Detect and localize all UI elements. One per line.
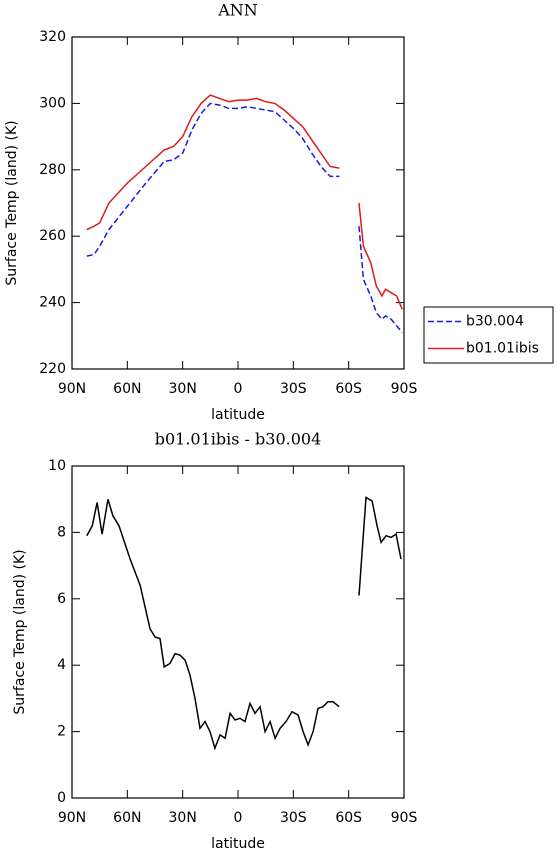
y-tick-label: 300: [39, 95, 66, 111]
x-tick-label: 30S: [280, 810, 307, 826]
x-tick-label: 60N: [113, 810, 141, 826]
y-tick-label: 10: [48, 458, 66, 474]
x-tick-label: 90N: [58, 381, 86, 397]
plot-frame: [71, 36, 405, 370]
y-tick-label: 2: [57, 724, 66, 740]
y-axis-label: Surface Temp (land) (K): [4, 120, 20, 285]
x-tick-label: 30N: [169, 381, 197, 397]
chart-title: ANN: [217, 1, 258, 20]
y-tick-label: 240: [39, 295, 66, 311]
y-tick-label: 260: [39, 228, 66, 244]
x-tick-label: 30S: [280, 381, 307, 397]
chart-title: b01.01ibis - b30.004: [155, 430, 322, 449]
y-axis-label: Surface Temp (land) (K): [12, 549, 28, 714]
x-tick-label: 90S: [391, 810, 418, 826]
data-line: [86, 496, 402, 751]
y-tick-label: 4: [57, 657, 66, 673]
data-line: [86, 94, 403, 310]
x-tick-label: 30N: [169, 810, 197, 826]
x-tick-label: 90S: [391, 381, 418, 397]
data-line: [86, 102, 403, 333]
x-tick-label: 60S: [335, 810, 362, 826]
legend-label: b30.004: [466, 314, 524, 330]
y-tick-label: 6: [57, 591, 66, 607]
y-tick-label: 0: [57, 790, 66, 806]
legend-label: b01.01ibis: [466, 341, 539, 357]
y-tick-label: 280: [39, 162, 66, 178]
x-tick-label: 0: [234, 381, 243, 397]
x-tick-label: 60N: [113, 381, 141, 397]
x-axis-label: latitude: [211, 836, 265, 852]
x-tick-label: 60S: [335, 381, 362, 397]
legend-box: [423, 306, 554, 364]
plot-frame: [71, 465, 405, 799]
y-tick-label: 8: [57, 524, 66, 540]
x-axis-label: latitude: [211, 407, 265, 423]
x-tick-label: 0: [234, 810, 243, 826]
y-tick-label: 320: [39, 29, 66, 45]
y-tick-label: 220: [39, 361, 66, 377]
x-tick-label: 90N: [58, 810, 86, 826]
